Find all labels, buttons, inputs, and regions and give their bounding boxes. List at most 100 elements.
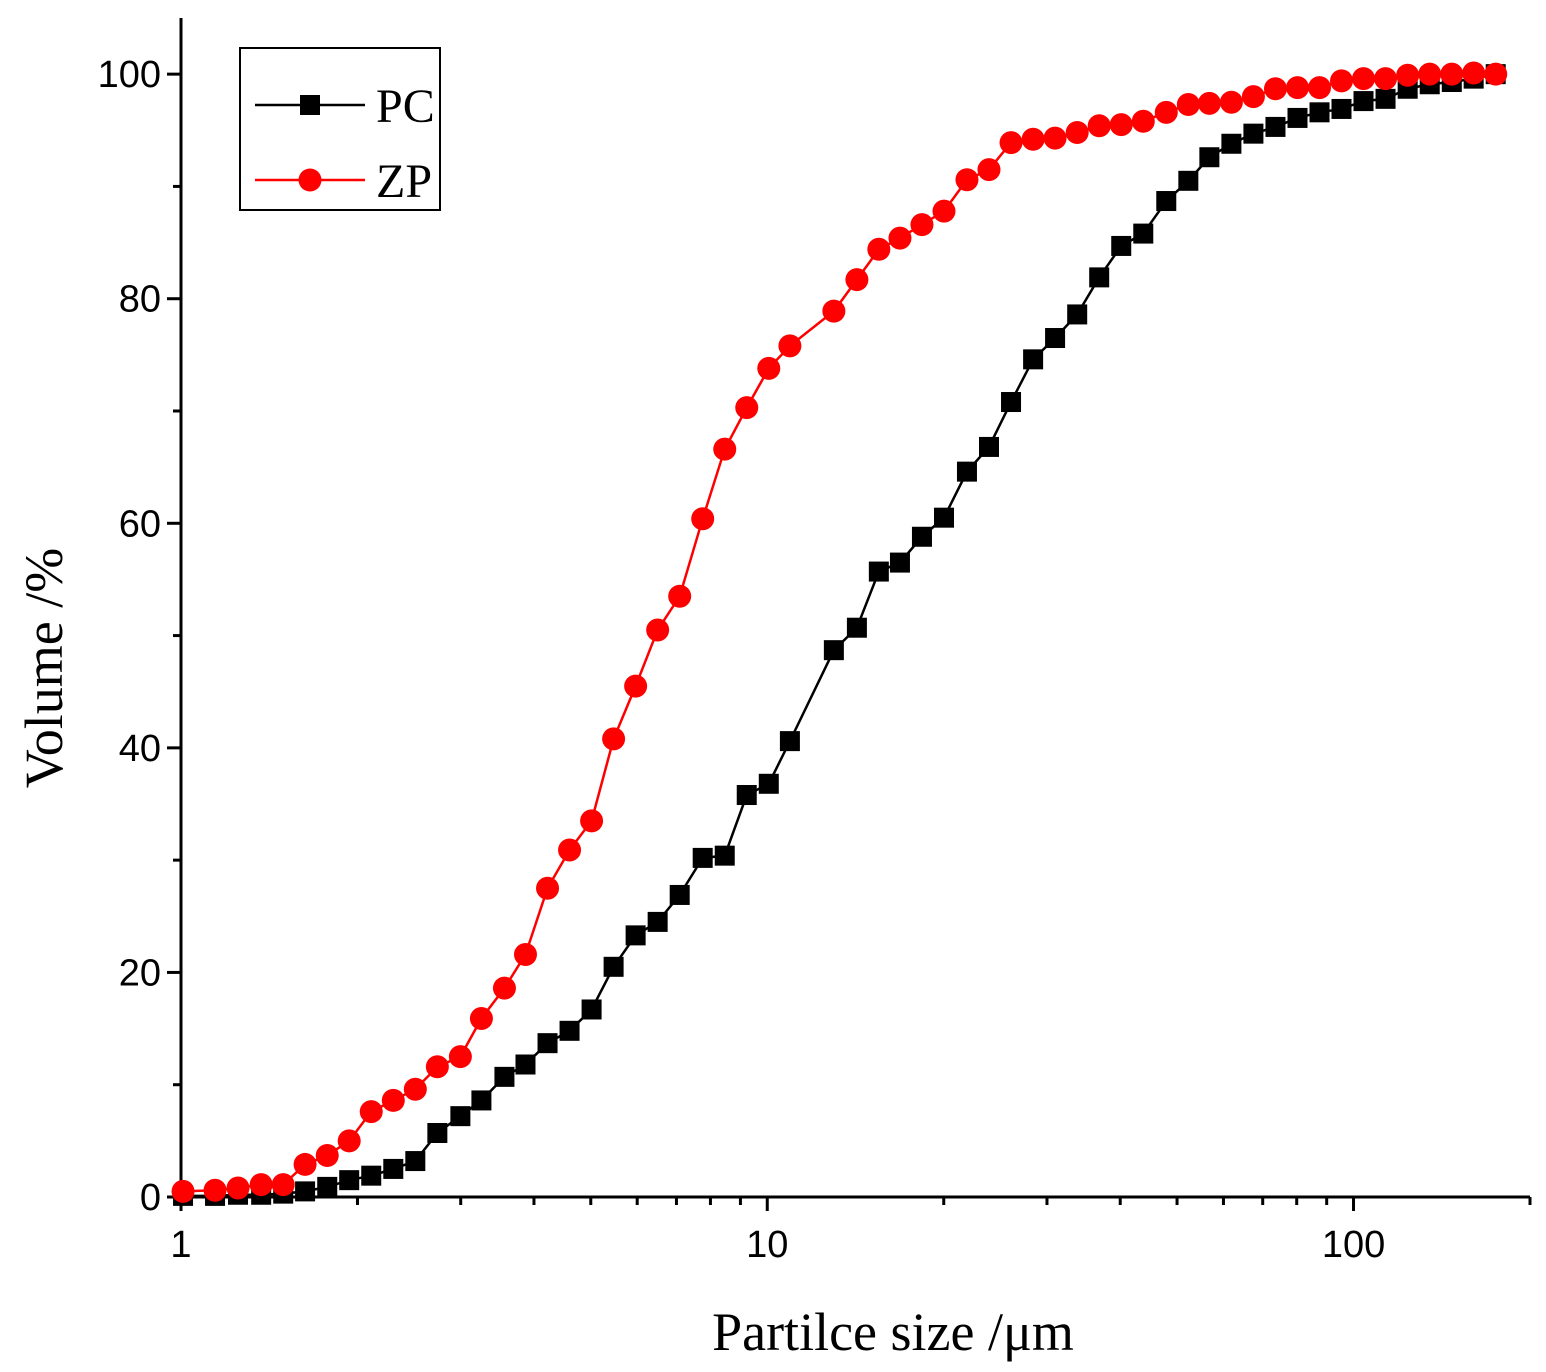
point <box>558 838 582 862</box>
point <box>910 213 934 237</box>
y-axis-title: Volume /% <box>14 548 74 789</box>
point <box>999 131 1023 155</box>
point <box>1330 69 1354 93</box>
point <box>668 584 692 608</box>
point <box>888 226 912 250</box>
point <box>757 356 781 380</box>
point <box>1045 328 1066 349</box>
point <box>823 640 844 661</box>
point <box>735 396 759 420</box>
point <box>1089 267 1110 288</box>
point <box>932 199 956 223</box>
x-tick-label: 1 <box>170 1224 191 1266</box>
point <box>1023 349 1044 370</box>
point <box>868 561 889 582</box>
point <box>1375 88 1396 109</box>
y-tick-label: 100 <box>98 54 161 96</box>
point <box>1087 114 1111 138</box>
point <box>1309 102 1330 123</box>
point <box>405 1151 426 1172</box>
point <box>450 1106 471 1127</box>
point <box>513 942 537 966</box>
series-line <box>182 71 1496 1193</box>
point <box>1178 170 1199 191</box>
point <box>249 1173 273 1197</box>
point <box>646 618 670 642</box>
point <box>448 1045 472 1069</box>
point <box>203 1178 227 1202</box>
point <box>1001 392 1022 413</box>
point <box>1418 62 1442 86</box>
point <box>978 436 999 457</box>
point <box>955 168 979 192</box>
point <box>1285 76 1309 100</box>
point <box>381 1088 405 1112</box>
series-line <box>183 72 1496 1198</box>
y-tick-label: 60 <box>119 503 161 545</box>
x-tick-label: 100 <box>1322 1224 1385 1266</box>
point <box>471 1090 492 1111</box>
point <box>337 1129 361 1153</box>
point <box>889 552 910 573</box>
point <box>1352 67 1376 91</box>
point <box>779 731 800 752</box>
point <box>1331 98 1352 119</box>
y-tick-label: 0 <box>140 1177 161 1219</box>
point <box>1133 223 1154 244</box>
point <box>1219 90 1243 114</box>
point <box>956 461 977 482</box>
point <box>669 884 690 905</box>
point <box>171 1179 195 1203</box>
point <box>492 976 516 1000</box>
point <box>624 674 648 698</box>
point <box>1043 126 1067 150</box>
legend-marker <box>300 95 320 115</box>
point <box>515 1054 536 1075</box>
point <box>1021 127 1045 151</box>
point <box>736 785 757 806</box>
point <box>317 1176 338 1197</box>
point <box>226 1176 250 1200</box>
point <box>1131 109 1155 133</box>
point <box>469 1006 493 1030</box>
point <box>1263 77 1287 101</box>
point <box>361 1165 382 1186</box>
point <box>1396 63 1420 87</box>
point <box>713 437 737 461</box>
point <box>315 1143 339 1167</box>
point <box>1154 100 1178 124</box>
point <box>403 1077 427 1101</box>
point <box>1065 121 1089 145</box>
point <box>536 876 560 900</box>
point <box>339 1170 360 1191</box>
point <box>1374 67 1398 91</box>
point <box>603 956 624 977</box>
point <box>494 1066 515 1087</box>
point <box>602 727 626 751</box>
point <box>1109 113 1133 137</box>
point <box>778 334 802 358</box>
point <box>911 526 932 547</box>
legend-box <box>239 47 441 211</box>
point <box>933 507 954 528</box>
point <box>1484 62 1508 86</box>
point <box>647 911 668 932</box>
point <box>1462 61 1486 85</box>
x-tick-label: 10 <box>746 1224 788 1266</box>
point <box>714 845 735 866</box>
point <box>1287 107 1308 128</box>
y-tick-label: 20 <box>119 952 161 994</box>
point <box>581 999 602 1020</box>
point <box>1176 92 1200 116</box>
point <box>559 1020 580 1041</box>
legend-label: PC <box>376 80 435 133</box>
point <box>1243 123 1264 144</box>
point <box>1197 91 1221 115</box>
point <box>1440 62 1464 86</box>
point <box>293 1152 317 1176</box>
point <box>1199 147 1220 168</box>
point <box>1265 116 1286 137</box>
point <box>625 925 646 946</box>
legend: PC ZP <box>239 47 441 211</box>
